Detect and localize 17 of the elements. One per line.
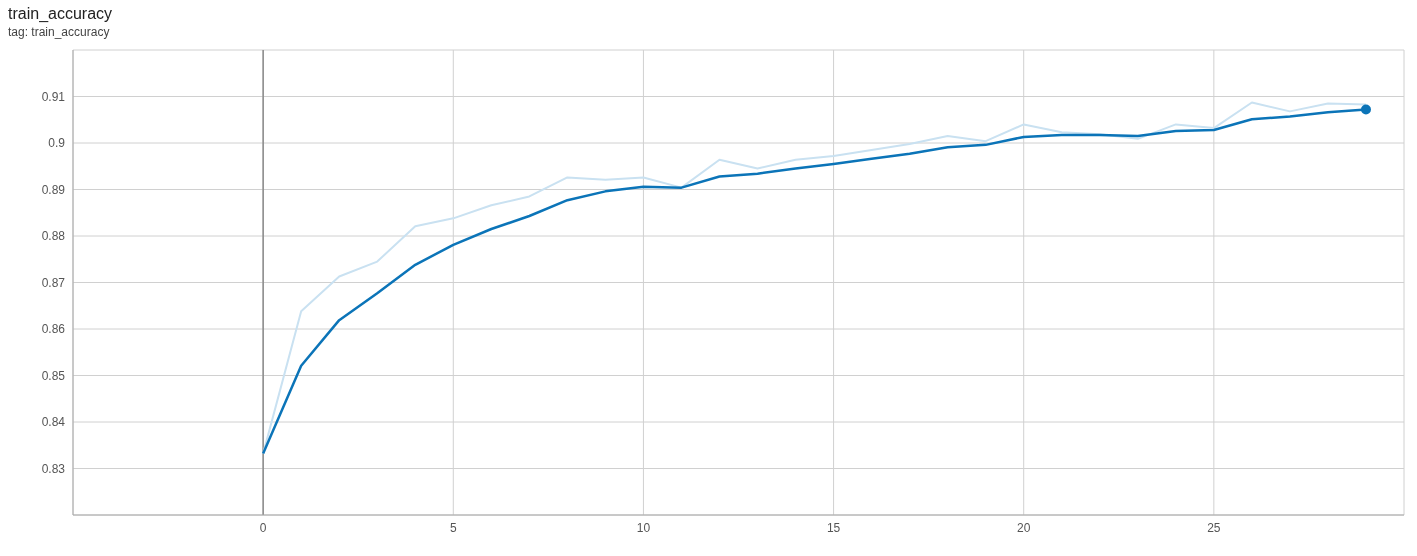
x-tick-label: 15 [826,520,841,535]
y-tick-label: 0.9 [48,136,66,151]
y-tick-label: 0.88 [41,229,66,244]
y-tick-label: 0.89 [41,182,66,197]
y-tick-label: 0.84 [41,415,66,430]
x-tick-label: 20 [1017,520,1031,535]
x-tick-label: 10 [636,520,651,535]
y-tick-label: 0.83 [41,461,66,476]
y-tick-label: 0.85 [41,368,66,383]
chart-title: train_accuracy [8,4,114,24]
x-tick-label: 5 [449,520,457,535]
y-tick-label: 0.91 [41,89,66,104]
x-tick-label: 0 [259,520,267,535]
y-tick-label: 0.87 [41,275,66,290]
x-tick-label: 25 [1207,520,1221,535]
chart-subtitle: tag: train_accuracy [8,24,111,40]
y-tick-label: 0.86 [41,322,66,337]
